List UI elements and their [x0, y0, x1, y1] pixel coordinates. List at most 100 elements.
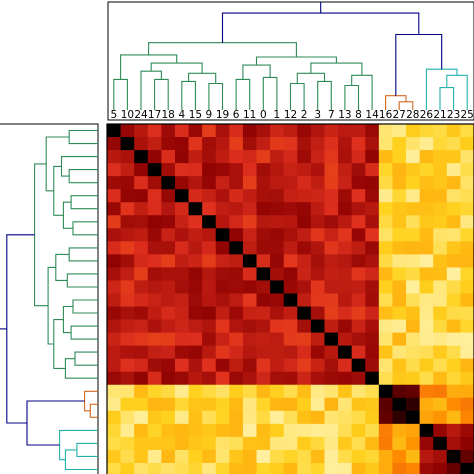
heatmap-cell-6-18: [161, 241, 176, 255]
heatmap-cell-5-8: [351, 124, 366, 138]
heatmap-cell-18-10: [120, 176, 135, 190]
heatmap-cell-26-14: [365, 423, 380, 438]
heatmap-cell-6-14: [365, 241, 380, 255]
heatmap-cell-9-6: [229, 215, 244, 229]
heatmap-cell-1-18: [161, 280, 176, 294]
heatmap-cell-24-7: [324, 150, 339, 164]
heatmap-cell-19-9: [202, 228, 217, 242]
heatmap-cell-16-23: [446, 384, 461, 399]
heatmap-cell-4-11: [242, 189, 257, 203]
heatmap-cell-8-13: [338, 358, 353, 373]
heatmap-cell-12-15: [188, 293, 203, 307]
heatmap-cell-23-2: [297, 449, 312, 464]
leaf-label-18: 18: [162, 109, 175, 121]
heatmap-cell-24-18: [161, 150, 176, 164]
heatmap-cell-6-3: [310, 241, 325, 255]
heatmap-cell-2-15: [188, 306, 203, 320]
heatmap-cell-24-0: [256, 150, 271, 164]
heatmap-cell-27-7: [324, 397, 339, 412]
heatmap-cell-23-14: [365, 449, 380, 464]
heatmap-cell-14-27: [392, 371, 407, 386]
heatmap-cell-1-5: [107, 280, 121, 294]
heatmap-cell-10-19: [215, 137, 230, 151]
heatmap-cell-7-24: [134, 332, 149, 347]
heatmap-cell-11-23: [446, 254, 461, 268]
heatmap-cell-6-6: [229, 241, 244, 255]
heatmap-cell-3-4: [174, 319, 189, 333]
heatmap-cell-17-23: [446, 163, 461, 177]
heatmap-cell-19-14: [365, 228, 380, 242]
heatmap-cell-15-23: [446, 202, 461, 216]
heatmap-cell-6-0: [256, 241, 271, 255]
heatmap-cell-3-0: [256, 319, 271, 333]
heatmap-cell-10-17: [147, 137, 162, 151]
heatmap-cell-13-25: [460, 345, 474, 360]
heatmap-cell-6-28: [406, 241, 421, 255]
heatmap-cell-5-10: [120, 124, 135, 138]
heatmap-cell-15-7: [324, 202, 339, 216]
heatmap-cell-10-0: [256, 137, 271, 151]
heatmap-cell-8-8: [351, 358, 366, 373]
heatmap-cell-10-13: [338, 137, 353, 151]
heatmap-cell-6-9: [202, 241, 217, 255]
heatmap-cell-8-0: [256, 358, 271, 373]
heatmap-cell-13-28: [406, 345, 421, 360]
heatmap-cell-5-4: [174, 124, 189, 138]
heatmap-cell-21-23: [446, 436, 461, 451]
heatmap-cell-13-0: [256, 345, 271, 360]
heatmap-cell-21-2: [297, 436, 312, 451]
heatmap-cell-27-27: [392, 397, 407, 412]
heatmap-cell-2-4: [174, 306, 189, 320]
leaf-label-2: 2: [301, 109, 308, 121]
heatmap-cell-28-25: [460, 410, 474, 425]
heatmap-cell-13-5: [107, 345, 121, 360]
heatmap-cell-7-7: [324, 332, 339, 347]
heatmap-cell-10-3: [310, 137, 325, 151]
heatmap-cell-7-3: [310, 332, 325, 347]
heatmap-cell-10-2: [297, 137, 312, 151]
heatmap-cell-7-14: [365, 332, 380, 347]
heatmap-cell-8-17: [147, 358, 162, 373]
heatmap-cell-2-24: [134, 306, 149, 320]
heatmap-cell-5-18: [161, 124, 176, 138]
heatmap-cell-17-18: [161, 163, 176, 177]
heatmap-cell-11-9: [202, 254, 217, 268]
heatmap-cell-24-6: [229, 150, 244, 164]
heatmap-cell-12-23: [446, 293, 461, 307]
heatmap-cell-28-2: [297, 410, 312, 425]
heatmap-cell-28-4: [174, 410, 189, 425]
heatmap-cell-27-5: [107, 397, 121, 412]
heatmap-cell-6-25: [460, 241, 474, 255]
heatmap-cell-18-8: [351, 176, 366, 190]
heatmap-cell-6-23: [446, 241, 461, 255]
heatmap-cell-25-23: [446, 462, 461, 474]
heatmap-cell-13-21: [433, 345, 448, 360]
heatmap-cell-11-8: [351, 254, 366, 268]
heatmap-cell-24-23: [446, 150, 461, 164]
heatmap-cell-8-12: [283, 358, 298, 373]
heatmap-cell-14-6: [229, 371, 244, 386]
heatmap-cell-4-2: [297, 189, 312, 203]
heatmap-cell-23-16: [378, 449, 393, 464]
heatmap-cell-27-19: [215, 397, 230, 412]
heatmap-cell-17-13: [338, 163, 353, 177]
heatmap-cell-14-25: [460, 371, 474, 386]
heatmap-cell-21-8: [351, 436, 366, 451]
heatmap-cell-24-11: [242, 150, 257, 164]
heatmap-cell-19-12: [283, 228, 298, 242]
heatmap-cell-1-4: [174, 280, 189, 294]
heatmap-cell-23-8: [351, 449, 366, 464]
heatmap-cell-2-14: [365, 306, 380, 320]
heatmap-cell-9-19: [215, 215, 230, 229]
heatmap-cell-2-0: [256, 306, 271, 320]
heatmap-cell-8-25: [460, 358, 474, 373]
heatmap-cell-24-8: [351, 150, 366, 164]
heatmap-cell-28-3: [310, 410, 325, 425]
heatmap-cell-26-11: [242, 423, 257, 438]
heatmap-cell-8-26: [419, 358, 434, 373]
heatmap-cell-3-25: [460, 319, 474, 333]
heatmap-cell-7-13: [338, 332, 353, 347]
heatmap-cell-15-6: [229, 202, 244, 216]
heatmap-cell-2-19: [215, 306, 230, 320]
heatmap-cell-16-7: [324, 384, 339, 399]
